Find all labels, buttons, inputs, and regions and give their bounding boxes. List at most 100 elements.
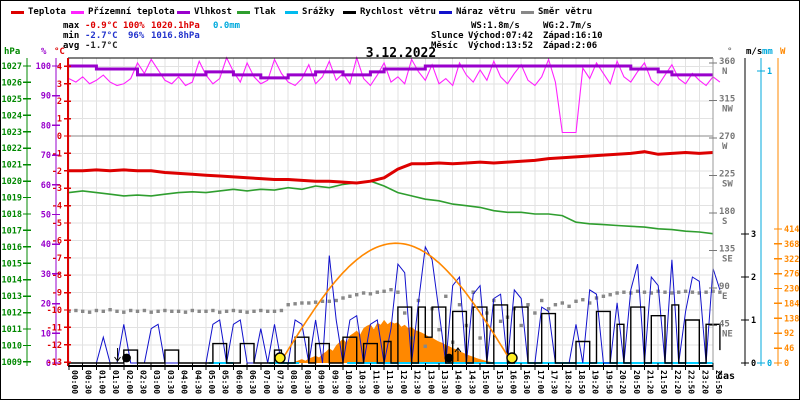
svg-text:80: 80: [41, 121, 51, 131]
svg-text:11:00: 11:00: [371, 370, 380, 394]
svg-text:13:00: 13:00: [426, 370, 435, 394]
svg-text:02:30: 02:30: [139, 370, 148, 394]
svg-text:10: 10: [41, 329, 51, 339]
svg-text:-2: -2: [52, 167, 62, 177]
svg-text:00:00: 00:00: [70, 370, 79, 394]
svg-text:03:30: 03:30: [166, 370, 175, 394]
legend-item-8: Směr větru: [521, 6, 592, 18]
series-rychlost: [69, 304, 721, 364]
series-tlak: [68, 180, 714, 235]
svg-text:07:30: 07:30: [276, 370, 285, 394]
legend-swatch: [343, 10, 356, 14]
svg-text:17:30: 17:30: [550, 370, 559, 394]
svg-text:4: 4: [57, 62, 62, 72]
svg-text:05:00: 05:00: [207, 370, 216, 394]
svg-text:1020: 1020: [2, 177, 22, 187]
svg-text:W: W: [722, 142, 728, 152]
svg-text:-10: -10: [47, 306, 62, 316]
legend-label: Srážky: [302, 7, 335, 17]
svg-text:08:30: 08:30: [303, 370, 312, 394]
svg-text:-12: -12: [47, 341, 62, 351]
svg-text:-6: -6: [52, 236, 62, 246]
svg-text:05:30: 05:30: [221, 370, 230, 394]
svg-text:92: 92: [784, 329, 794, 339]
svg-text:17:00: 17:00: [536, 370, 545, 394]
stat-min-temp: -2.7°C: [85, 31, 118, 41]
svg-text:0: 0: [57, 132, 62, 142]
svg-text:360: 360: [719, 57, 735, 67]
svg-text:10:00: 10:00: [344, 370, 353, 394]
legend-item-4: Tlak: [237, 6, 276, 18]
stat-max-rain: 0.0mm: [213, 21, 241, 31]
svg-text:180: 180: [719, 207, 735, 217]
svg-text:20:20: 20:20: [618, 370, 627, 394]
svg-text:90: 90: [719, 282, 730, 292]
svg-text:°: °: [727, 47, 732, 57]
legend-swatch: [285, 10, 298, 14]
svg-text:22:20: 22:20: [673, 370, 682, 394]
svg-text:-7: -7: [52, 254, 62, 264]
svg-text:01:30: 01:30: [111, 370, 120, 394]
svg-text:°C: °C: [54, 47, 65, 57]
legend-label: Směr větru: [538, 7, 593, 17]
svg-text:08:00: 08:00: [289, 370, 298, 394]
series-teplota: [69, 150, 714, 185]
legend-swatch: [521, 10, 534, 14]
stat-max-pressure: 1020.1hPa: [151, 21, 200, 31]
svg-text:m/s: m/s: [746, 47, 762, 57]
svg-text:-13: -13: [47, 358, 62, 368]
svg-text:12:00: 12:00: [399, 370, 408, 394]
axis-time: 00:00 00:30 01:00 01:30 02:00 02:30 03:00 03:30…: [68, 363, 735, 394]
stat-moon-label: Měsíc: [431, 41, 459, 51]
legend-swatch: [237, 10, 250, 14]
svg-text:06:00: 06:00: [234, 370, 243, 394]
svg-text:1024: 1024: [2, 111, 22, 121]
legend-label: Rychlost větru: [360, 7, 436, 17]
svg-text:1015: 1015: [2, 259, 22, 269]
svg-text:SW: SW: [722, 180, 733, 190]
stat-sunset: Západ:16:10: [543, 31, 603, 41]
svg-text:0: 0: [784, 359, 789, 369]
svg-text:-9: -9: [52, 289, 62, 299]
svg-text:46: 46: [784, 344, 794, 354]
svg-text:1: 1: [57, 115, 62, 125]
svg-text:NE: NE: [722, 330, 733, 340]
legend-item-6: Rychlost větru: [343, 6, 436, 18]
svg-text:1016: 1016: [2, 243, 22, 253]
svg-text:135: 135: [719, 245, 735, 255]
stat-moonset: Západ:2:06: [543, 41, 598, 51]
svg-text:14:00: 14:00: [454, 370, 463, 394]
svg-text:00:30: 00:30: [84, 370, 93, 394]
svg-text:NW: NW: [722, 105, 733, 115]
series-naraz: [69, 245, 721, 364]
svg-text:14:30: 14:30: [467, 370, 476, 394]
svg-text:1019: 1019: [2, 194, 22, 204]
stat-max-label: max: [63, 21, 80, 31]
svg-text:1011: 1011: [2, 325, 22, 335]
grid: [68, 58, 714, 366]
svg-text:19:20: 19:20: [591, 370, 600, 394]
svg-text:-1: -1: [52, 149, 62, 159]
svg-text:19:50: 19:50: [604, 370, 613, 394]
svg-text:11:30: 11:30: [385, 370, 394, 394]
svg-text:-8: -8: [52, 271, 62, 281]
svg-text:1010: 1010: [2, 341, 22, 351]
legend-item-3: Vlhkost: [177, 6, 232, 18]
stat-moonrise: Východ:13:52: [468, 41, 534, 51]
axis-pressure: 1009 1010 1011 1012 1013 1014 1015 1016 1017 1018…: [2, 47, 31, 368]
legend-label: Náraz větru: [456, 7, 516, 17]
svg-text:hPa: hPa: [4, 47, 20, 57]
stat-wind-speed-max: WS:1.8m/s: [471, 21, 520, 31]
svg-text:16:30: 16:30: [522, 370, 531, 394]
svg-text:1013: 1013: [2, 292, 22, 302]
legend-item-2: Přízemní teplota: [71, 6, 175, 18]
svg-text:02:00: 02:00: [125, 370, 134, 394]
legend-label: Vlhkost: [194, 7, 232, 17]
svg-text:18:50: 18:50: [577, 370, 586, 394]
svg-text:21:50: 21:50: [659, 370, 668, 394]
svg-text:W: W: [780, 47, 786, 57]
svg-text:100: 100: [36, 62, 51, 72]
